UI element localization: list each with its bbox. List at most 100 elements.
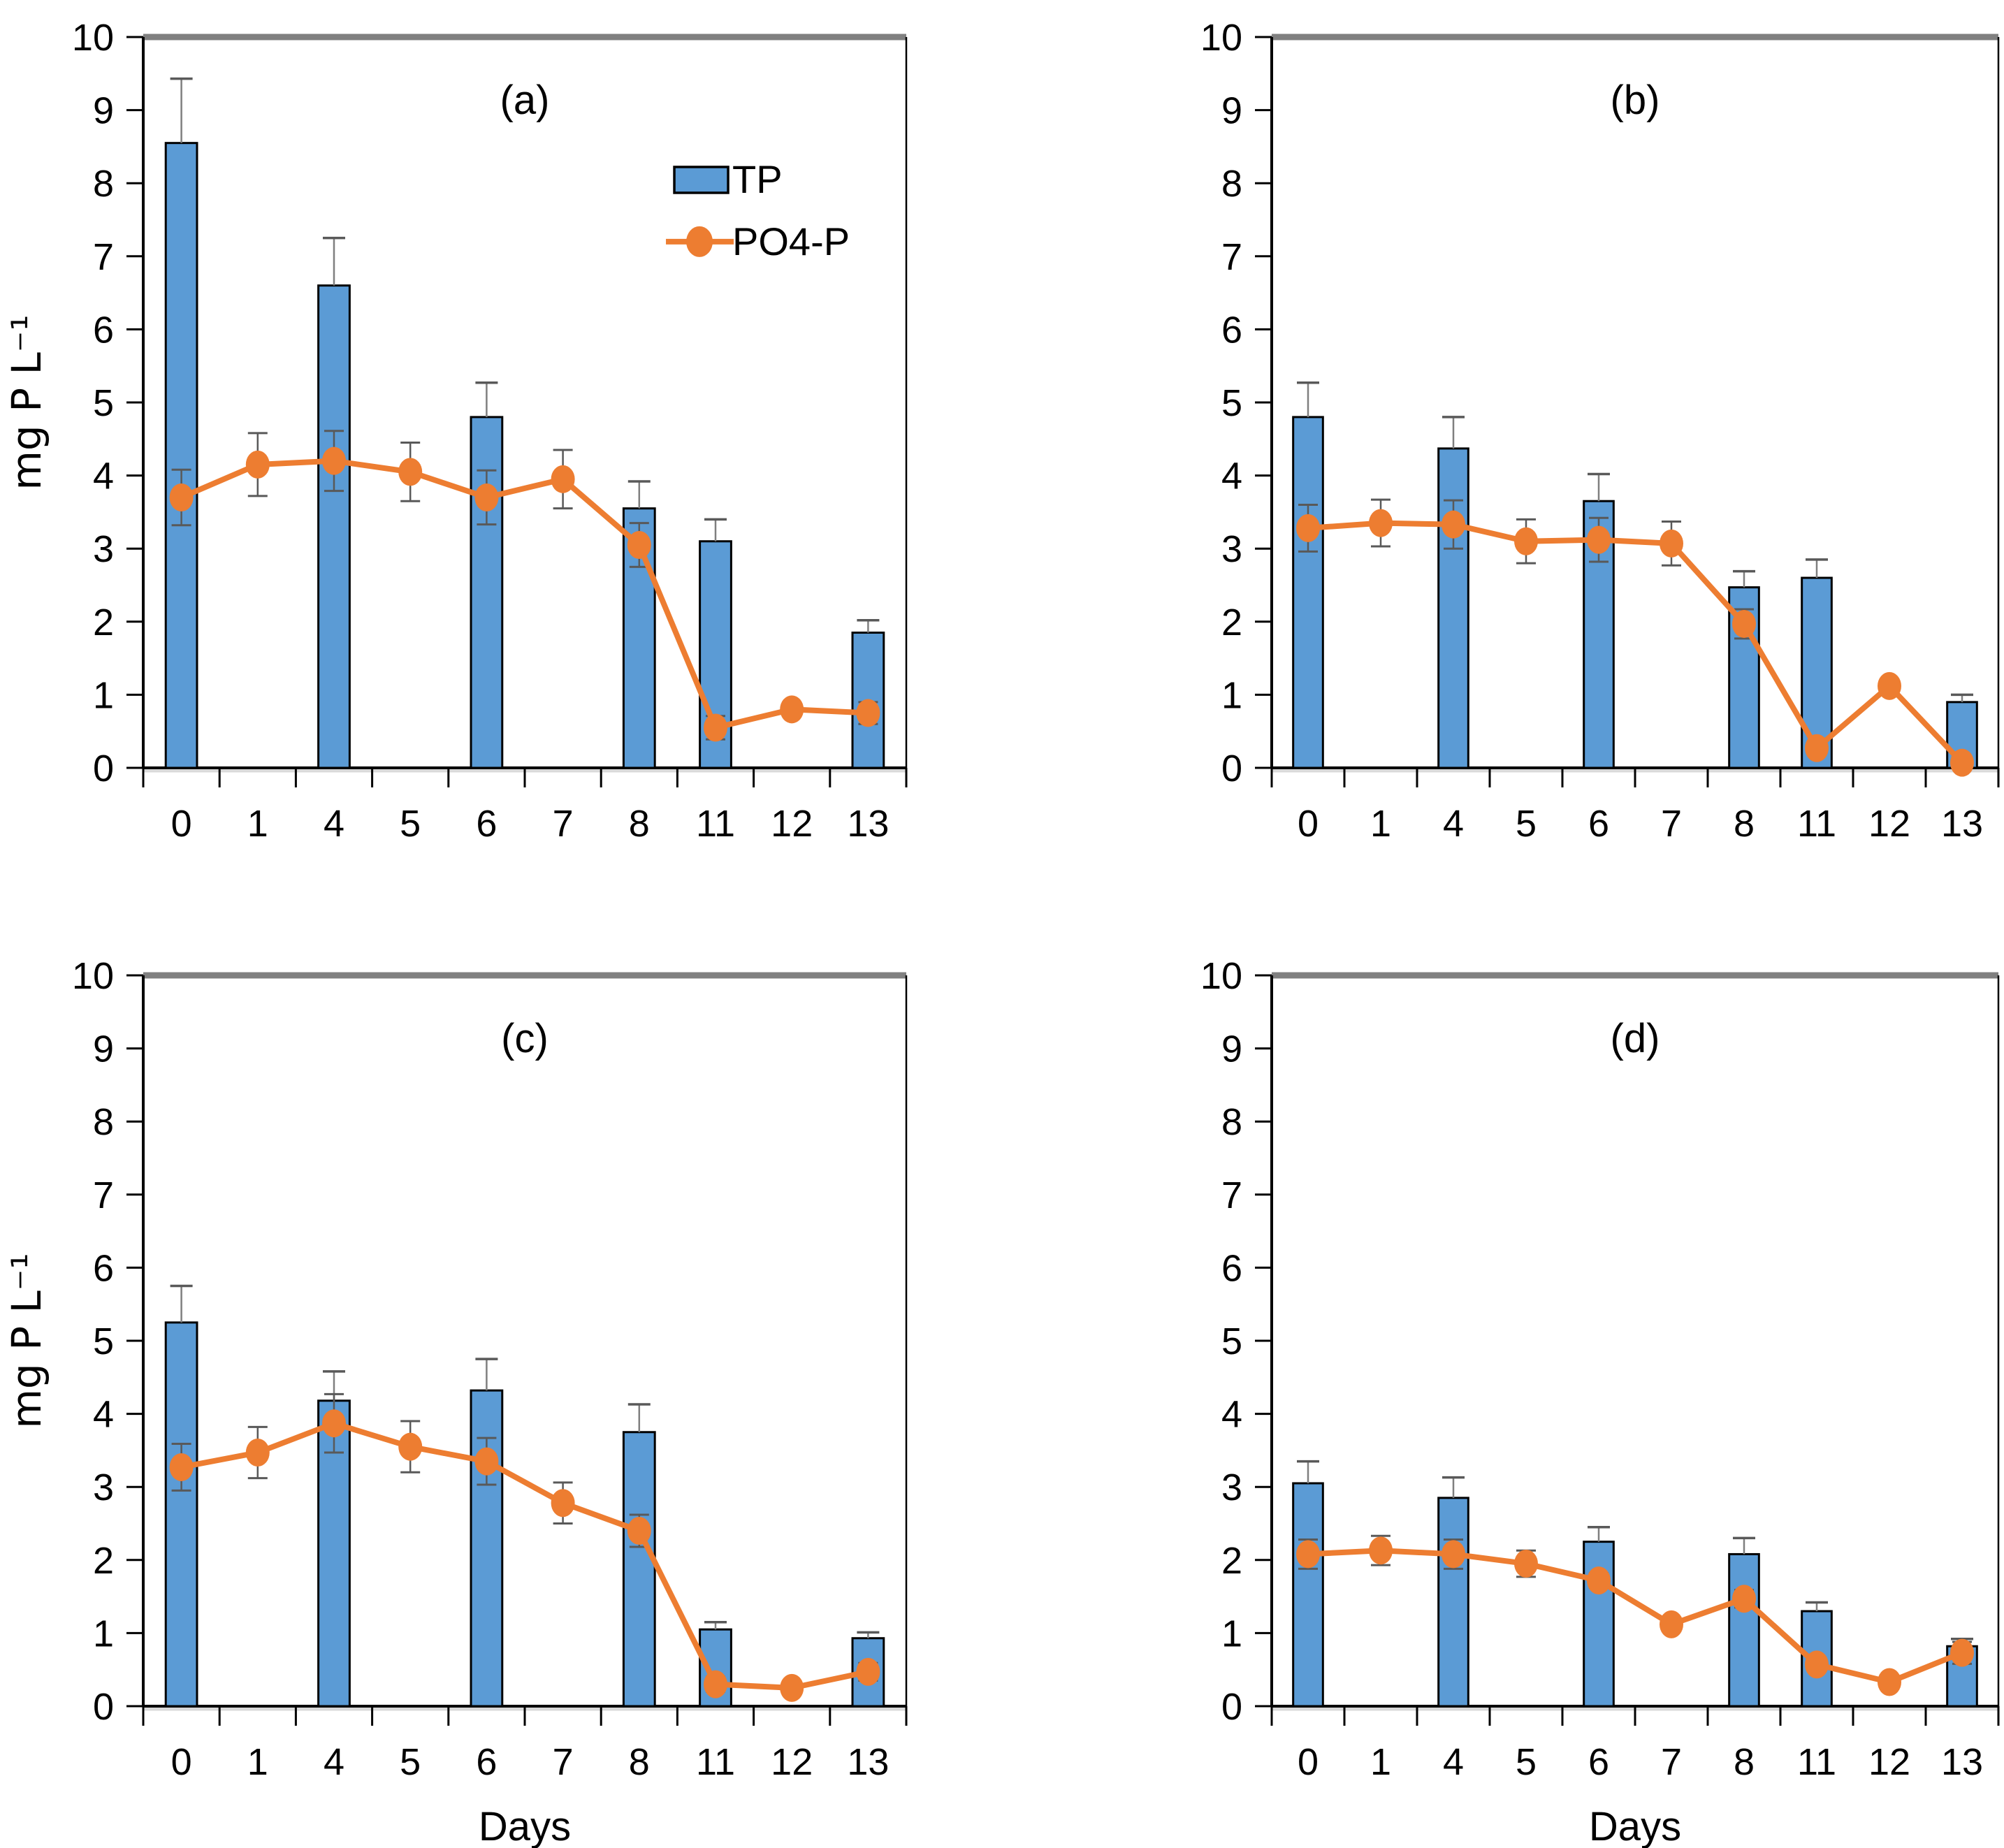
x-tick-label: 6 <box>476 1741 497 1783</box>
y-tick-label: 10 <box>1200 17 1242 59</box>
panel-title: (c) <box>501 1016 549 1061</box>
chart-panel-d-container: 0 1 2 3 4 5 6 7 8 9 10 0 1 4 5 6 7 8 11 12 13 (d) Days <box>1002 924 2004 1848</box>
x-tick-label: 12 <box>771 803 813 845</box>
y-tick-label: 9 <box>1221 1028 1242 1070</box>
x-tick-label: 7 <box>1661 1741 1682 1783</box>
po4-marker-day-8 <box>627 1516 651 1545</box>
po4-marker-day-5 <box>398 1432 423 1461</box>
x-tick-label: 6 <box>1588 803 1609 845</box>
po4-marker-day-12 <box>1878 1668 1901 1696</box>
po4-marker-day-7 <box>551 1489 575 1518</box>
y-tick-label: 2 <box>93 1540 114 1582</box>
po4-marker-day-11 <box>704 1670 727 1698</box>
x-axis-title: Days <box>479 1804 571 1848</box>
x-tick-label: 0 <box>171 1741 192 1783</box>
po4-marker-day-7 <box>1660 1610 1683 1638</box>
po4-marker-day-1 <box>1369 509 1393 537</box>
x-tick-label: 11 <box>1797 803 1836 845</box>
y-tick-label: 4 <box>93 1394 114 1436</box>
legend-tp-label: TP <box>732 157 783 201</box>
po4-marker-day-13 <box>1950 748 1974 777</box>
po4-marker-day-8 <box>1732 1585 1756 1613</box>
x-tick-label: 5 <box>1516 1741 1537 1783</box>
po4-marker-day-1 <box>1369 1536 1393 1565</box>
po4-marker-day-7 <box>1660 529 1683 558</box>
x-tick-label: 7 <box>553 1741 574 1783</box>
x-tick-label: 5 <box>1516 803 1537 845</box>
x-tick-label: 6 <box>476 803 497 845</box>
po4-marker-day-13 <box>1950 1638 1974 1667</box>
x-tick-label: 8 <box>629 803 650 845</box>
x-tick-label: 1 <box>1370 803 1391 845</box>
po4-marker-day-0 <box>169 1453 194 1481</box>
po4-marker-day-8 <box>1732 609 1756 638</box>
y-tick-label: 3 <box>93 1467 114 1508</box>
x-tick-label: 13 <box>1941 1741 1983 1783</box>
po4-marker-day-5 <box>1514 1550 1538 1578</box>
x-tick-label: 5 <box>400 803 421 845</box>
y-tick-label: 1 <box>1221 1613 1242 1654</box>
po4-marker-day-12 <box>780 695 804 724</box>
x-tick-label: 8 <box>629 1741 650 1783</box>
tp-bar-day-0 <box>1292 416 1324 769</box>
x-tick-label: 1 <box>247 1741 268 1783</box>
po4-marker-day-4 <box>1442 510 1465 539</box>
chart-panel-c-container: 0 1 2 3 4 5 6 7 8 9 10 0 1 4 5 6 7 8 11 12 13 (c) mg P L⁻¹ Days <box>0 924 999 1848</box>
po4-marker-day-12 <box>780 1673 804 1702</box>
po4-marker-day-8 <box>627 530 651 559</box>
po4-line <box>178 458 871 731</box>
y-tick-label: 6 <box>93 1247 114 1289</box>
legend-po4-label: PO4-P <box>732 219 850 263</box>
x-tick-label: 5 <box>400 1741 421 1783</box>
po4-marker-day-0 <box>1296 1540 1320 1569</box>
po4-marker-day-1 <box>245 1439 270 1467</box>
po4-marker-day-5 <box>398 458 423 486</box>
tp-bar-day-0 <box>164 1321 198 1708</box>
y-tick-label: 7 <box>1221 236 1242 278</box>
x-tick-label: 13 <box>847 803 889 845</box>
tp-bar-day-4 <box>317 284 351 769</box>
po4-marker-day-0 <box>1296 514 1320 542</box>
x-tick-label: 12 <box>771 1741 813 1783</box>
y-tick-label: 4 <box>93 456 114 497</box>
y-tick-label: 5 <box>93 1320 114 1362</box>
x-tick-label: 8 <box>1734 1741 1755 1783</box>
y-axis-title: mg P L⁻¹ <box>3 1253 50 1428</box>
y-tick-label: 8 <box>1221 1101 1242 1143</box>
po4-marker-day-6 <box>1587 525 1611 554</box>
po4-marker-day-13 <box>856 699 880 727</box>
y-tick-label: 9 <box>93 90 114 132</box>
y-tick-label: 10 <box>1200 955 1242 997</box>
x-tick-label: 11 <box>1797 1741 1836 1783</box>
x-tick-label: 0 <box>171 803 192 845</box>
po4-marker-day-4 <box>322 1409 346 1438</box>
y-tick-label: 2 <box>93 602 114 643</box>
tp-bar-day-0 <box>1292 1482 1324 1708</box>
legend-tp-swatch <box>673 166 729 194</box>
po4-line <box>1305 520 1965 766</box>
x-tick-label: 12 <box>1868 1741 1910 1783</box>
po4-marker-day-11 <box>704 713 727 742</box>
panel-title: (a) <box>500 78 550 123</box>
x-tick-label: 0 <box>1298 803 1319 845</box>
y-tick-label: 6 <box>93 309 114 351</box>
legend-po4-marker <box>686 226 713 257</box>
y-tick-label: 7 <box>93 1174 114 1216</box>
y-tick-label: 8 <box>93 163 114 205</box>
po4-marker-day-1 <box>245 450 270 479</box>
y-tick-label: 10 <box>72 955 114 997</box>
y-tick-label: 9 <box>93 1028 114 1070</box>
tp-bar-day-4 <box>1437 1497 1469 1708</box>
po4-marker-day-13 <box>856 1657 880 1686</box>
y-tick-label: 5 <box>93 382 114 424</box>
po4-marker-day-6 <box>474 1447 499 1476</box>
x-tick-label: 0 <box>1298 1741 1319 1783</box>
x-tick-label: 7 <box>553 803 574 845</box>
y-tick-label: 1 <box>93 1613 114 1654</box>
y-tick-label: 9 <box>1221 90 1242 132</box>
y-tick-label: 6 <box>1221 1247 1242 1289</box>
po4-marker-day-6 <box>1587 1566 1611 1595</box>
x-axis-title: Days <box>1589 1804 1681 1848</box>
